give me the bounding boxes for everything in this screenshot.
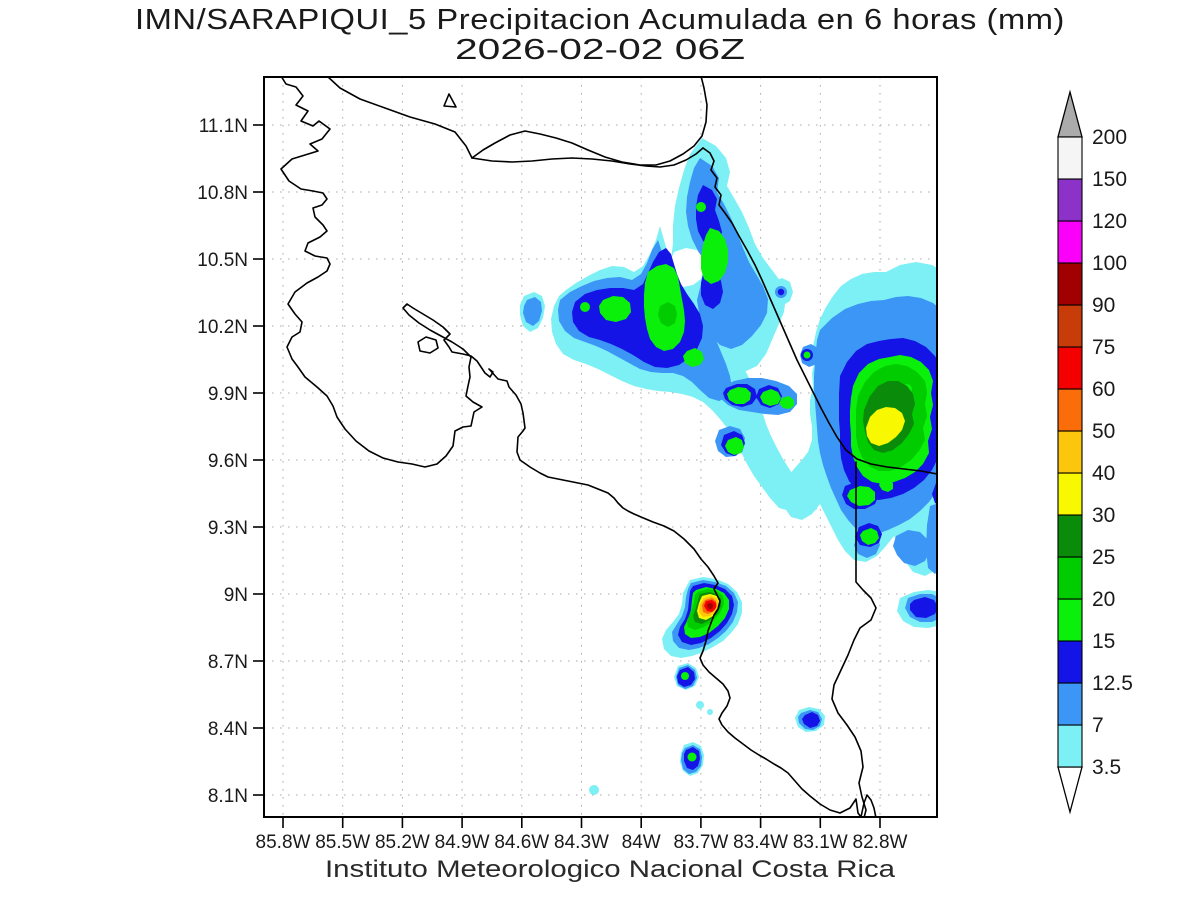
colorbar-segment <box>1057 220 1083 264</box>
nicaragua-border-river <box>471 147 704 168</box>
colorbar-segment <box>1057 430 1083 474</box>
colorbar-level-label: 7 <box>1092 714 1104 737</box>
colorbar-level-label: 12.5 <box>1092 672 1133 695</box>
colorbar-level-label: 50 <box>1092 420 1115 443</box>
lon-label: 83.7W <box>673 832 728 853</box>
precipitation-field <box>520 138 937 795</box>
colorbar-segment <box>1057 178 1083 222</box>
colorbar-legend: 3.5 7 12.5 15 20 25 30 40 50 60 75 90 100 120 150 200 <box>1057 89 1133 815</box>
colorbar-segment <box>1057 262 1083 306</box>
lat-label: 10.2N <box>197 317 248 338</box>
lon-label: 83.4W <box>733 832 788 853</box>
colorbar-arrow-above-max <box>1057 89 1083 138</box>
island-triangle <box>443 93 457 108</box>
colorbar-level-label: 120 <box>1092 210 1127 233</box>
colorbar-level-label: 90 <box>1092 294 1115 317</box>
lon-label: 84.9W <box>435 832 490 853</box>
precip-level-90mm <box>707 603 713 609</box>
colorbar-level-label: 60 <box>1092 378 1115 401</box>
lat-label: 9.6N <box>208 451 248 472</box>
colorbar-level-label: 3.5 <box>1092 756 1121 779</box>
lon-label: 84.6W <box>494 832 549 853</box>
lat-label: 8.4N <box>208 719 248 740</box>
lat-label: 9.9N <box>208 384 248 405</box>
lon-label: 83.1W <box>793 832 848 853</box>
footer-credit: Instituto Meteorologico Nacional Costa R… <box>325 856 896 883</box>
lat-label: 8.7N <box>208 652 248 673</box>
lake-nicaragua-shore <box>326 77 708 166</box>
caribbean-coastline <box>702 147 937 475</box>
lat-label: 10.5N <box>197 250 248 271</box>
lon-label: 85.5W <box>315 832 370 853</box>
chart-valid-time: 2026-02-02 06Z <box>455 34 745 66</box>
colorbar-segment <box>1057 388 1083 432</box>
lat-label: 9.3N <box>208 518 248 539</box>
lon-label: 85.2W <box>375 832 430 853</box>
colorbar-segment <box>1057 598 1083 642</box>
colorbar-level-label: 200 <box>1092 126 1127 149</box>
colorbar-level-label: 100 <box>1092 252 1127 275</box>
lon-label: 84.3W <box>554 832 609 853</box>
colorbar-level-label: 20 <box>1092 588 1115 611</box>
axis-tick-labels: 11.1N 10.8N 10.5N 10.2N 9.9N 9.6N 9.3N 9N 8.7N 8.… <box>197 116 907 853</box>
colorbar-segment <box>1057 346 1083 390</box>
colorbar-level-label: 40 <box>1092 462 1115 485</box>
colorbar-level-label: 75 <box>1092 336 1115 359</box>
colorbar-level-label: 15 <box>1092 630 1115 653</box>
lon-label: 82.8W <box>853 832 908 853</box>
lake-arenal <box>417 336 439 354</box>
colorbar-level-label: 25 <box>1092 546 1115 569</box>
colorbar-segment <box>1057 136 1083 180</box>
colorbar-segment <box>1057 682 1083 726</box>
coastlines-and-borders <box>280 77 937 817</box>
chart-title: IMN/SARAPIQUI_5 Precipitacion Acumulada … <box>135 4 1065 36</box>
colorbar-level-label: 30 <box>1092 504 1115 527</box>
pacific-coastline <box>280 77 877 817</box>
panama-border <box>831 461 877 817</box>
map-frame <box>263 76 938 818</box>
lat-label: 8.1N <box>208 786 248 807</box>
lon-label: 85.8W <box>256 832 311 853</box>
precip-dry-hole <box>670 248 704 287</box>
graticule-gridlines <box>264 77 937 817</box>
colorbar-level-label: 150 <box>1092 168 1127 191</box>
lat-label: 9N <box>224 585 248 606</box>
colorbar-segment <box>1057 640 1083 684</box>
lon-label: 84W <box>622 832 661 853</box>
colorbar-segment <box>1057 472 1083 516</box>
lat-label: 11.1N <box>199 116 248 137</box>
colorbar-segment <box>1057 514 1083 558</box>
colorbar-segment <box>1057 724 1083 768</box>
colorbar-segment <box>1057 304 1083 348</box>
lat-label: 10.8N <box>197 183 248 204</box>
colorbar-segment <box>1057 556 1083 600</box>
axis-ticks <box>253 124 881 828</box>
colorbar-arrow-below-min <box>1057 766 1083 815</box>
